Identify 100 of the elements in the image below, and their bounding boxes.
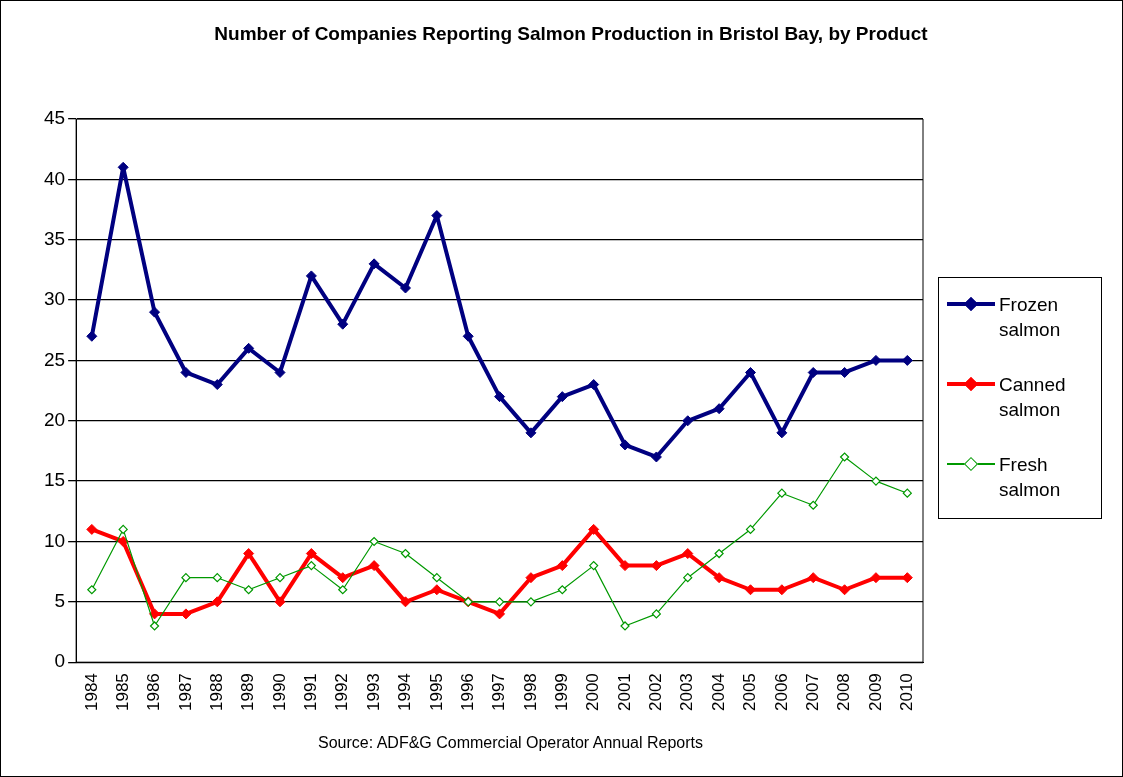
point — [744, 366, 756, 378]
point — [305, 270, 317, 282]
x-tick-label: 2005 — [740, 673, 760, 712]
point — [713, 403, 725, 415]
x-tick-label: 2000 — [583, 673, 603, 712]
x-tick-label: 2003 — [677, 673, 697, 712]
x-tick-label: 1996 — [457, 673, 477, 712]
point — [744, 584, 756, 596]
point — [369, 536, 379, 547]
point — [557, 585, 567, 595]
point — [180, 366, 192, 378]
point — [181, 573, 191, 583]
x-tick-label: 1989 — [238, 673, 258, 712]
point — [525, 427, 537, 439]
x-tick-label: 1992 — [332, 673, 352, 712]
point — [871, 476, 881, 486]
x-tick-label: 1993 — [363, 673, 383, 712]
point — [713, 572, 725, 584]
point — [338, 585, 348, 595]
point — [337, 572, 349, 584]
y-tick-label: 20 — [43, 409, 66, 430]
point — [683, 573, 693, 583]
source-note: Source: ADF&G Commercial Operator Annual Reports — [316, 734, 704, 752]
point — [305, 548, 317, 560]
point — [274, 596, 286, 608]
y-tick-label: 5 — [54, 590, 66, 612]
x-tick-label: 1994 — [395, 673, 415, 712]
x-tick-label: 2007 — [802, 673, 822, 712]
point — [275, 573, 285, 583]
point — [399, 282, 411, 294]
point — [682, 548, 694, 560]
point — [776, 427, 788, 439]
point — [244, 585, 254, 595]
point — [306, 561, 316, 571]
point — [839, 584, 851, 596]
point — [682, 415, 694, 427]
point — [588, 379, 600, 391]
point — [212, 573, 222, 583]
point — [526, 597, 536, 607]
point — [118, 524, 128, 534]
x-tick-label: 1991 — [301, 673, 321, 712]
x-tick-label: 2001 — [614, 673, 634, 712]
x-tick-label: 1997 — [489, 673, 509, 712]
point — [211, 379, 223, 391]
point — [807, 572, 819, 584]
y-tick-label: 40 — [43, 167, 66, 189]
x-tick-label: 2009 — [865, 673, 885, 712]
point — [839, 452, 850, 462]
point — [556, 391, 568, 403]
point — [619, 439, 631, 451]
legend-label: Fresh salmon — [999, 453, 1061, 502]
point — [368, 560, 380, 572]
x-tick-label: 1990 — [269, 673, 289, 712]
legend-label: Canned salmon — [999, 373, 1066, 422]
point — [494, 391, 506, 403]
point — [243, 548, 255, 560]
y-tick-label: 45 — [43, 107, 66, 129]
x-tick-label: 1995 — [426, 673, 446, 712]
point — [777, 488, 787, 498]
point — [494, 608, 506, 620]
point — [86, 523, 98, 535]
point — [808, 500, 818, 510]
x-tick-label: 1987 — [175, 673, 195, 712]
x-tick-label: 1999 — [551, 673, 571, 712]
point — [588, 523, 600, 535]
chart-title: Number of Companies Reporting Salmon Production in Bristol Bay, by Product — [213, 22, 929, 46]
x-tick-label: 1988 — [206, 673, 226, 712]
point — [525, 572, 537, 584]
point — [87, 585, 97, 595]
point — [149, 621, 160, 631]
point — [211, 596, 223, 608]
x-tick-label: 1986 — [144, 673, 164, 712]
x-tick-label: 2008 — [834, 673, 854, 712]
y-tick-label: 25 — [43, 348, 66, 370]
x-tick-label: 2006 — [771, 673, 791, 712]
point — [368, 258, 380, 270]
point — [589, 561, 599, 571]
y-tick-label: 30 — [43, 288, 66, 310]
point — [117, 535, 129, 547]
x-tick-label: 1984 — [81, 673, 101, 712]
x-tick-label: 1985 — [112, 673, 132, 712]
point — [149, 306, 161, 318]
x-tick-label: 2010 — [897, 673, 916, 712]
point — [556, 560, 568, 572]
point — [714, 548, 724, 559]
point — [337, 318, 349, 330]
point — [274, 366, 286, 378]
point — [902, 488, 912, 498]
legend-label: Frozen salmon — [999, 293, 1061, 342]
point — [745, 524, 756, 534]
y-tick-label: 0 — [54, 650, 66, 672]
y-tick-label: 35 — [43, 227, 66, 249]
x-tick-label: 1998 — [520, 673, 540, 712]
x-tick-label: 2004 — [708, 673, 728, 712]
y-tick-label: 10 — [43, 529, 66, 551]
x-tick-label: 2002 — [646, 673, 666, 712]
point — [651, 609, 661, 619]
point — [399, 596, 411, 608]
point — [650, 451, 662, 463]
point — [494, 597, 505, 607]
